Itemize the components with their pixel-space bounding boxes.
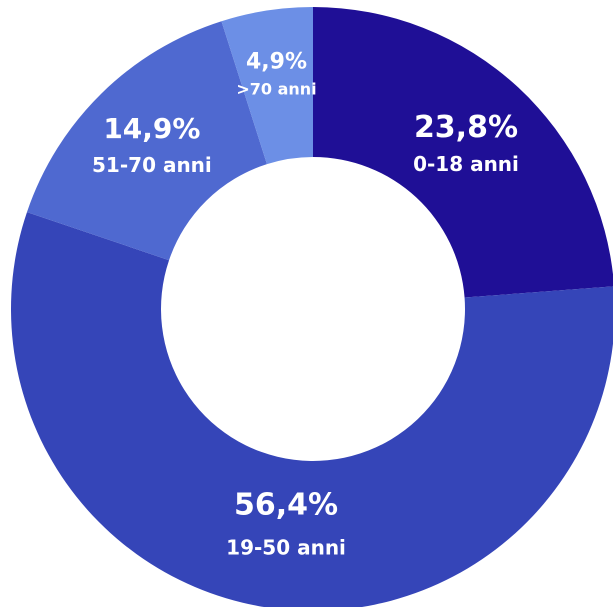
donut-slice-3 bbox=[26, 21, 267, 261]
slice-category-label-1: 0-18 anni bbox=[413, 152, 519, 176]
donut-slice-1 bbox=[313, 7, 613, 298]
slice-value-label-3: 14,9% bbox=[103, 112, 200, 145]
slice-value-label-4: 4,9% bbox=[246, 50, 307, 75]
slices-group bbox=[11, 7, 613, 607]
slice-category-label-2: 19-50 anni bbox=[226, 535, 346, 559]
slice-category-label-3: 51-70 anni bbox=[92, 153, 212, 177]
slice-value-label-1: 23,8% bbox=[414, 110, 518, 145]
donut-slice-4 bbox=[221, 7, 313, 165]
slice-value-label-2: 56,4% bbox=[234, 487, 338, 522]
labels-group: 23,8% 0-18 anni 56,4% 19-50 anni 14,9% 51-70 … bbox=[92, 50, 519, 560]
slice-category-label-4: >70 anni bbox=[236, 80, 316, 99]
donut-slice-2 bbox=[11, 212, 613, 607]
